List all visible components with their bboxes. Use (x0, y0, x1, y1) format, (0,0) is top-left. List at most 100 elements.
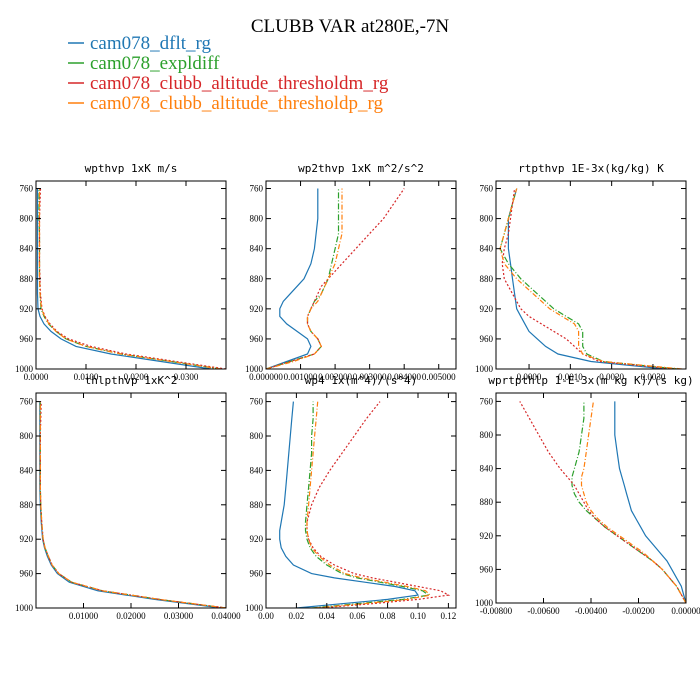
ytick-label-1-1: 800 (250, 214, 264, 224)
xtick-label-3-2: 0.03000 (164, 611, 194, 621)
ytick-label-3-4: 920 (20, 534, 34, 544)
series-line-3-0 (39, 401, 222, 608)
ytick-label-0-0: 760 (20, 184, 34, 194)
xtick-label-3-0: 0.01000 (69, 611, 99, 621)
xtick-label-0-0: 0.0000 (24, 372, 49, 382)
panel-2: rtpthvp 1E-3x(kg/kg) K 760 800 840 880 920 960… (475, 162, 687, 382)
panel-frame-2 (495, 180, 687, 370)
ytick-label-4-4: 920 (250, 534, 264, 544)
series-line-3-3 (39, 401, 226, 608)
panel-frame-3 (35, 392, 227, 609)
xtick-label-1-4: 0.004000 (387, 372, 421, 382)
series-line-5-0 (614, 401, 686, 603)
panel-title-3: thlpthvp 1xK^2 (85, 374, 178, 387)
ytick-label-5-0: 760 (480, 396, 494, 406)
ytick-label-2-3: 880 (480, 274, 494, 284)
legend-label-3: cam078_clubb_altitude_thresholdp_rg (90, 93, 384, 114)
ytick-label-4-5: 960 (250, 569, 264, 579)
panel-1: wp2thvp 1xK m^2/s^2 760 800 840 880 920 960 100… (245, 162, 457, 382)
series-line-1-2 (266, 188, 405, 369)
xtick-label-4-0: 0.00 (258, 611, 274, 621)
ytick-label-5-6: 1000 (475, 598, 494, 608)
ytick-label-0-4: 920 (20, 304, 34, 314)
xtick-label-2-1: 0.0010 (558, 372, 583, 382)
xtick-label-2-3: 0.0030 (641, 372, 666, 382)
figure-title: CLUBB VAR at280E,-7N (251, 16, 450, 37)
ytick-label-3-5: 960 (20, 569, 34, 579)
panel-title-4: wp4 1x(m^4)/(s^4) (305, 374, 418, 387)
xtick-label-2-0: 0.0000 (517, 372, 542, 382)
ytick-label-2-1: 800 (480, 214, 494, 224)
series-line-2-1 (499, 188, 678, 369)
ytick-label-3-6: 1000 (15, 603, 34, 613)
ytick-label-0-6: 1000 (15, 364, 34, 374)
ytick-label-0-5: 960 (20, 334, 34, 344)
series-line-0-0 (36, 188, 212, 369)
panel-frame-4 (265, 392, 457, 609)
xtick-label-4-5: 0.10 (410, 611, 426, 621)
series-line-5-3 (580, 401, 686, 603)
ytick-label-4-3: 880 (250, 500, 264, 510)
series-line-1-3 (266, 188, 343, 369)
series-line-2-3 (499, 188, 682, 369)
ytick-label-0-1: 800 (20, 214, 34, 224)
panel-title-0: wpthvp 1xK m/s (85, 162, 178, 175)
xtick-label-1-1: 0.001000 (284, 372, 318, 382)
series-line-3-1 (39, 401, 226, 608)
series-line-2-0 (507, 188, 666, 369)
xtick-label-3-3: 0.04000 (211, 611, 241, 621)
xtick-label-4-2: 0.04 (319, 611, 335, 621)
xtick-label-1-0: 0.000000 (249, 372, 283, 382)
ytick-label-1-2: 840 (250, 244, 264, 254)
series-line-4-1 (304, 401, 431, 608)
series-line-5-2 (519, 401, 686, 603)
ytick-label-1-5: 960 (250, 334, 264, 344)
series-line-3-2 (39, 401, 226, 608)
legend-label-1: cam078_expldiff (90, 53, 220, 74)
ytick-label-2-4: 920 (480, 304, 494, 314)
xtick-label-4-1: 0.02 (289, 611, 305, 621)
xtick-label-1-5: 0.005000 (422, 372, 456, 382)
ytick-label-0-2: 840 (20, 244, 34, 254)
ytick-label-1-6: 1000 (245, 364, 264, 374)
ytick-label-1-4: 920 (250, 304, 264, 314)
legend-label-2: cam078_clubb_altitude_thresholdm_rg (90, 73, 389, 94)
ytick-label-5-2: 840 (480, 464, 494, 474)
xtick-label-2-2: 0.0020 (599, 372, 624, 382)
ytick-label-2-6: 1000 (475, 364, 494, 374)
ytick-label-1-3: 880 (250, 274, 264, 284)
series-line-1-0 (266, 188, 319, 369)
series-line-2-2 (501, 188, 674, 369)
ytick-label-3-2: 840 (20, 465, 34, 475)
ytick-label-1-0: 760 (250, 184, 264, 194)
legend-label-0: cam078_dflt_rg (90, 33, 212, 54)
legend: cam078_dflt_rgcam078_expldiffcam078_club… (68, 33, 389, 114)
panel-0: wpthvp 1xK m/s 760 800 840 880 920 960 10000.00… (15, 162, 227, 382)
series-line-0-3 (38, 188, 222, 369)
panel-frame-1 (265, 180, 457, 370)
xtick-label-5-1: -0.00600 (527, 606, 560, 616)
ytick-label-4-1: 800 (250, 431, 264, 441)
panel-3: thlpthvp 1xK^2 760 800 840 880 920 960 1000 0.01… (15, 374, 241, 621)
ytick-label-0-3: 880 (20, 274, 34, 284)
ytick-label-2-2: 840 (480, 244, 494, 254)
xtick-label-0-1: 0.0100 (74, 372, 99, 382)
panels: wpthvp 1xK m/s76080084088092096010000.00… (15, 162, 700, 621)
panel-5: wprtpthlp 1-E-3x(m kg K)/(s kg) 760 800 840… (475, 374, 700, 616)
series-line-1-1 (266, 188, 340, 369)
panel-title-5: wprtpthlp 1-E-3x(m kg K)/(s kg) (488, 374, 693, 387)
ytick-label-3-1: 800 (20, 431, 34, 441)
xtick-label-4-4: 0.08 (380, 611, 396, 621)
xtick-label-4-6: 0.12 (441, 611, 457, 621)
xtick-label-4-3: 0.06 (349, 611, 365, 621)
ytick-label-3-3: 880 (20, 500, 34, 510)
xtick-label-5-3: -0.00200 (622, 606, 655, 616)
ytick-label-5-5: 960 (480, 564, 494, 574)
xtick-label-3-1: 0.02000 (116, 611, 146, 621)
xtick-label-1-2: 0.002000 (318, 372, 352, 382)
xtick-label-5-4: 0.00000 (671, 606, 700, 616)
series-line-4-3 (306, 401, 432, 608)
ytick-label-3-0: 760 (20, 397, 34, 407)
panel-4: wp4 1x(m^4)/(s^4)76080084088092096010000… (245, 374, 457, 621)
